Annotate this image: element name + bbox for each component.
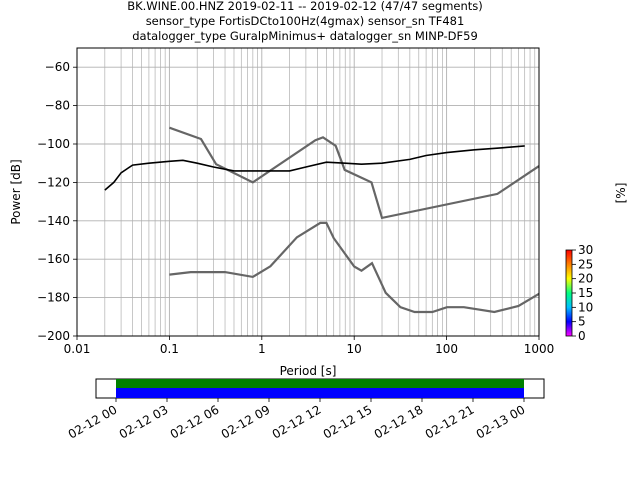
- x-axis-label: Period [s]: [280, 364, 337, 378]
- y-tick-label: −160: [37, 252, 70, 266]
- coverage-tick-label: 02-12 09: [219, 402, 273, 441]
- x-tick-label: 0.01: [64, 342, 91, 356]
- plot-background: [77, 48, 539, 336]
- x-tick-label: 1: [258, 342, 266, 356]
- y-tick-label: −200: [37, 329, 70, 343]
- coverage-tick-label: 02-12 12: [270, 402, 324, 441]
- x-tick-label: 0.1: [160, 342, 179, 356]
- x-tick-label: 10: [347, 342, 362, 356]
- coverage-tick-label: 02-12 15: [321, 402, 375, 441]
- chart-title: BK.WINE.00.HNZ 2019-02-11 -- 2019-02-12 …: [127, 0, 483, 43]
- colorbar-tick-label: 25: [578, 257, 593, 271]
- colorbar-tick-label: 30: [578, 243, 593, 257]
- x-tick-label: 100: [435, 342, 458, 356]
- y-tick-label: −180: [37, 291, 70, 305]
- coverage-tick-label: 02-12 00: [66, 402, 120, 441]
- colorbar-tick-label: 20: [578, 272, 593, 286]
- coverage-bar-upper: [116, 379, 524, 388]
- coverage-tick-label: 02-12 03: [117, 402, 171, 441]
- coverage-tick-label: 02-13 00: [474, 402, 528, 441]
- y-axis-label: Power [dB]: [9, 159, 23, 224]
- y-tick-label: −100: [37, 137, 70, 151]
- y-tick-label: −120: [37, 175, 70, 189]
- plot-area: 0.01 0.1 1 10 100 1000 −60 −80 −100 −120 −140 −160…: [9, 47, 555, 378]
- noise-models: [104, 126, 540, 314]
- grid: [76, 48, 540, 337]
- coverage-tick-label: 02-12 18: [372, 402, 426, 441]
- title-line-1: BK.WINE.00.HNZ 2019-02-11 -- 2019-02-12 …: [127, 0, 483, 13]
- colorbar-tick-label: 10: [578, 300, 593, 314]
- nhnm-line: [169, 126, 540, 220]
- y-axis-ticks: −60 −80 −100 −120 −140 −160 −180 −200: [37, 60, 77, 343]
- colorbar-scale: [565, 249, 573, 337]
- title-line-2: sensor_type FortisDCto100Hz(4gmax) senso…: [146, 14, 465, 28]
- colorbar-tick-label: 0: [578, 329, 586, 343]
- coverage-tick-label: 02-12 06: [168, 402, 222, 441]
- colorbar-tick-label: 5: [578, 315, 586, 329]
- y-tick-label: −140: [37, 214, 70, 228]
- coverage-tick-label: 02-12 21: [423, 402, 477, 441]
- y-tick-label: −60: [45, 60, 70, 74]
- title-line-3: datalogger_type GuralpMinimus+ datalogge…: [132, 29, 478, 43]
- colorbar-label: [%]: [614, 183, 628, 204]
- x-tick-label: 1000: [524, 342, 555, 356]
- colorbar-tick-label: 15: [578, 286, 593, 300]
- mode-line: [104, 145, 525, 191]
- plot-frame: [76, 47, 540, 337]
- coverage-bar-lower: [116, 388, 524, 398]
- x-axis-ticks: 0.01 0.1 1 10 100 1000: [64, 336, 555, 356]
- nlnm-line: [169, 221, 540, 314]
- y-tick-label: −80: [45, 99, 70, 113]
